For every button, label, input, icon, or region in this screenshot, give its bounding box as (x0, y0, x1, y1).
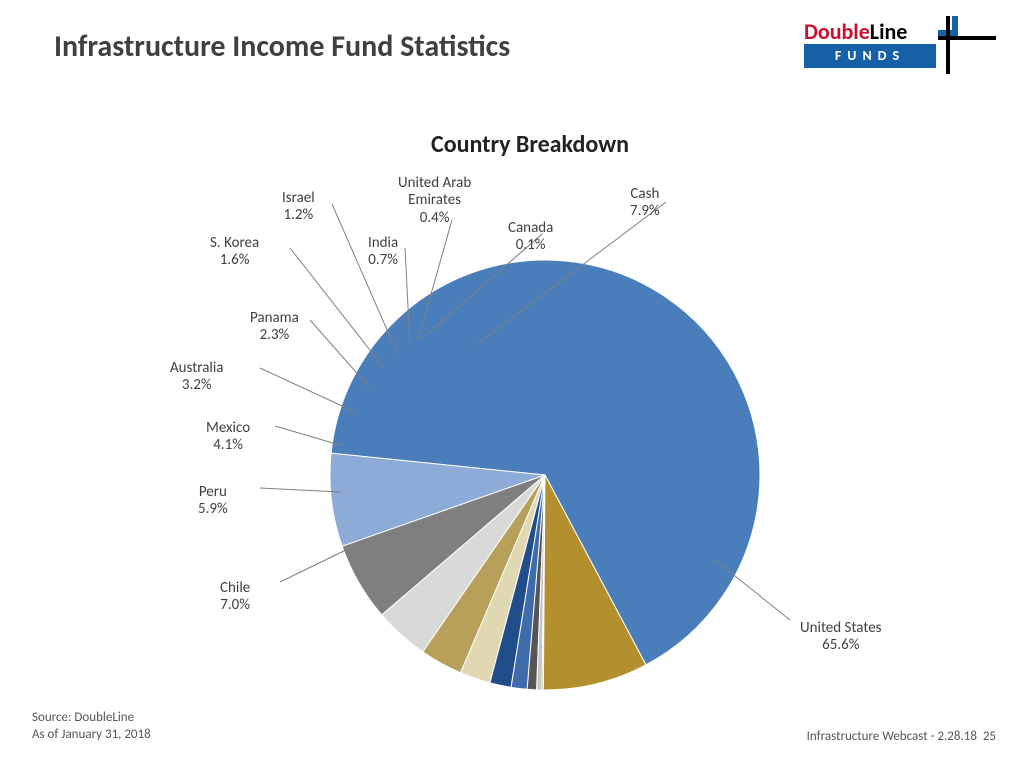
slice-label: Australia3.2% (170, 360, 223, 395)
logo-funds-box: FUNDS (804, 44, 936, 68)
footer-left: Source: DoubleLine As of January 31, 201… (32, 710, 151, 744)
page-title: Infrastructure Income Fund Statistics (54, 28, 510, 65)
logo-part2: Line (870, 18, 908, 45)
brand-logo: DoubleLine FUNDS (804, 16, 996, 74)
leader-line (260, 368, 355, 412)
slide-root: Infrastructure Income Fund Statistics Do… (0, 0, 1024, 766)
footer-right: Infrastructure Webcast - 2.28.18 25 (807, 729, 996, 744)
leader-line (275, 426, 343, 446)
leader-line (260, 488, 340, 492)
slice-label: Cash7.9% (630, 186, 660, 221)
leader-line (280, 548, 350, 582)
slice-label: S. Korea1.6% (210, 235, 259, 270)
slice-label: India0.7% (368, 235, 398, 270)
logo-wordmark: DoubleLine (804, 18, 907, 45)
leader-line (310, 320, 370, 388)
slice-label: United ArabEmirates0.4% (398, 175, 471, 227)
slice-label: Mexico4.1% (206, 420, 250, 455)
footer-source: Source: DoubleLine (32, 710, 151, 727)
slice-label: Canada0.1% (508, 220, 553, 255)
logo-part1: Double (804, 18, 870, 45)
page-number: 25 (983, 729, 996, 744)
logo-cross-icon (938, 16, 996, 74)
footer-right-text: Infrastructure Webcast - 2.28.18 (807, 729, 977, 744)
pie-svg (150, 130, 910, 700)
pie-chart: Country Breakdown United States65.6%Chil… (150, 130, 910, 700)
slice-label: Panama2.3% (250, 310, 299, 345)
leader-line (332, 204, 398, 355)
slice-label: Israel1.2% (282, 190, 315, 225)
slice-label: Peru5.9% (198, 484, 228, 519)
slice-label: United States65.6% (800, 620, 882, 655)
footer-asof: As of January 31, 2018 (32, 727, 151, 744)
slice-label: Chile7.0% (220, 580, 250, 615)
